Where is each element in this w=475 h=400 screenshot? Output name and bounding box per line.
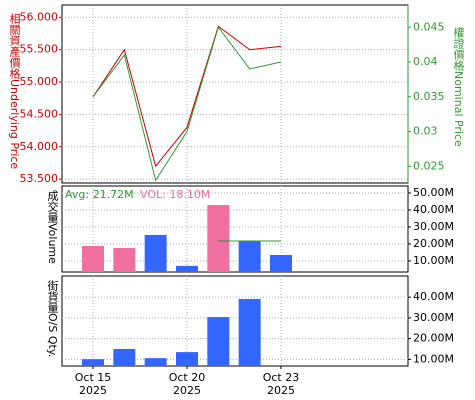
bar xyxy=(82,359,104,366)
bar xyxy=(269,255,292,272)
x-tick-year: 2025 xyxy=(79,384,107,397)
y2-tick-label: 0.03 xyxy=(413,125,438,138)
bar xyxy=(207,317,230,366)
y2-tick-label: 0.04 xyxy=(413,55,438,68)
y-tick-label: 10.00M xyxy=(413,352,454,365)
plot-area xyxy=(61,4,409,184)
avg-label: Avg: 21.72M xyxy=(65,188,134,201)
bar xyxy=(175,352,198,366)
y-tick-label: 10.00M xyxy=(413,254,454,267)
y-tick-label: 40.00M xyxy=(413,203,454,216)
x-tick-label: Oct 20 xyxy=(169,371,206,384)
bar xyxy=(144,358,167,366)
y-axis-label: 成交量Volume xyxy=(46,190,59,264)
bar xyxy=(207,205,230,272)
y-axis-label: 街貨量O/S Qty. xyxy=(46,279,59,358)
bar xyxy=(144,234,167,272)
y-tick-label: 56.000 xyxy=(20,10,59,23)
y2-axis-label: 權證價格Nominal Price xyxy=(452,27,465,147)
x-tick-year: 2025 xyxy=(173,384,201,397)
bar xyxy=(238,299,261,366)
y-tick-label: 50.00M xyxy=(413,186,454,199)
bar xyxy=(175,265,198,272)
y2-tick-label: 0.045 xyxy=(413,20,445,33)
vol-label: VOL: 18.10M xyxy=(140,188,210,201)
y-axis-label: 相關資產價格Underlying Price xyxy=(8,13,21,170)
y-tick-label: 54.000 xyxy=(20,140,59,153)
bar xyxy=(238,240,261,272)
y-tick-label: 20.00M xyxy=(413,332,454,345)
x-tick-label: Oct 15 xyxy=(75,371,112,384)
y-tick-label: 40.00M xyxy=(413,290,454,303)
x-tick-year: 2025 xyxy=(267,384,295,397)
x-tick-label: Oct 23 xyxy=(263,371,300,384)
y2-tick-label: 0.035 xyxy=(413,90,445,103)
y-tick-label: 30.00M xyxy=(413,220,454,233)
y-tick-label: 20.00M xyxy=(413,237,454,250)
y-tick-label: 30.00M xyxy=(413,311,454,324)
y2-tick-label: 0.025 xyxy=(413,159,445,172)
y-tick-label: 53.500 xyxy=(20,172,59,185)
y-tick-label: 55.500 xyxy=(20,43,59,56)
bar xyxy=(82,245,104,272)
line-series xyxy=(92,26,282,182)
bar xyxy=(113,248,136,272)
y-tick-label: 55.000 xyxy=(20,75,59,88)
y-tick-label: 54.500 xyxy=(20,107,59,120)
bar xyxy=(113,348,136,366)
line-series xyxy=(92,25,282,168)
